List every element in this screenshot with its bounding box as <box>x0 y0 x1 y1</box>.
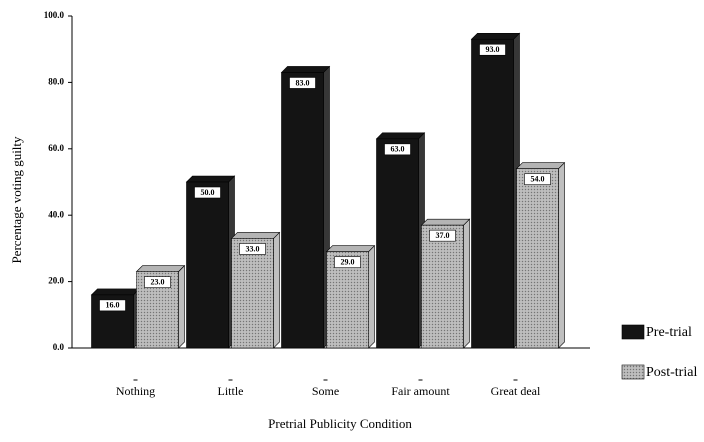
value-label: 93.0 <box>486 45 500 54</box>
bar-side <box>178 264 185 349</box>
bar-top <box>325 245 376 253</box>
y-axis-title: Percentage voting guilty <box>9 136 24 264</box>
bar <box>471 38 514 349</box>
bar-texture <box>516 168 559 348</box>
y-tick-label: 0.0 <box>53 342 65 352</box>
value-label: 50.0 <box>201 188 215 197</box>
bar-top <box>470 32 521 40</box>
value-label: 23.0 <box>151 277 165 286</box>
value-label-box <box>194 186 221 199</box>
legend-swatch <box>621 324 645 340</box>
value-label-box <box>99 299 126 312</box>
value-label-box <box>239 243 266 255</box>
bar <box>281 72 324 349</box>
bar <box>376 138 419 349</box>
y-tick-label: 20.0 <box>48 276 64 286</box>
bar-top <box>375 132 426 140</box>
legend-label: Pre-trial <box>646 325 692 340</box>
x-tick-label: Nothing <box>116 384 155 398</box>
value-label-box <box>144 276 171 288</box>
bar-side <box>368 244 375 349</box>
value-label: 16.0 <box>106 301 120 310</box>
value-label-box <box>289 77 316 89</box>
bar-side <box>463 218 470 349</box>
value-label-box <box>479 43 506 56</box>
bar-top <box>515 162 566 170</box>
value-label-box <box>429 229 456 242</box>
bar-top <box>280 66 331 73</box>
bar-top <box>185 175 236 183</box>
x-tick-label: Little <box>218 384 244 398</box>
value-label-box <box>524 173 551 186</box>
value-label: 37.0 <box>436 231 450 240</box>
y-tick-label: 60.0 <box>48 143 64 153</box>
y-tick-label: 80.0 <box>48 76 64 86</box>
y-tick-label: 100.0 <box>44 10 65 20</box>
value-label: 63.0 <box>391 145 405 154</box>
bar-top <box>90 288 141 296</box>
x-axis-title: Pretrial Publicity Condition <box>268 416 412 431</box>
bar-texture <box>231 238 274 348</box>
value-label: 29.0 <box>341 258 355 267</box>
bar-side <box>273 231 280 349</box>
legend-texture <box>622 365 644 379</box>
x-tick-label: Fair amount <box>391 384 450 398</box>
value-label: 33.0 <box>246 244 260 253</box>
bar-top <box>135 265 186 272</box>
value-label-box <box>384 143 411 156</box>
value-label: 54.0 <box>531 175 545 184</box>
x-tick-label: Great deal <box>491 384 541 398</box>
x-tick-label: Some <box>312 384 339 398</box>
bar <box>186 181 229 349</box>
bar-texture <box>421 225 464 348</box>
value-label: 83.0 <box>296 78 310 87</box>
bar-top <box>230 232 281 239</box>
bar-side <box>558 161 565 349</box>
legend-label: Post-trial <box>646 365 697 380</box>
bar-top <box>420 218 471 226</box>
value-label-box <box>334 256 361 269</box>
y-tick-label: 40.0 <box>48 209 64 219</box>
